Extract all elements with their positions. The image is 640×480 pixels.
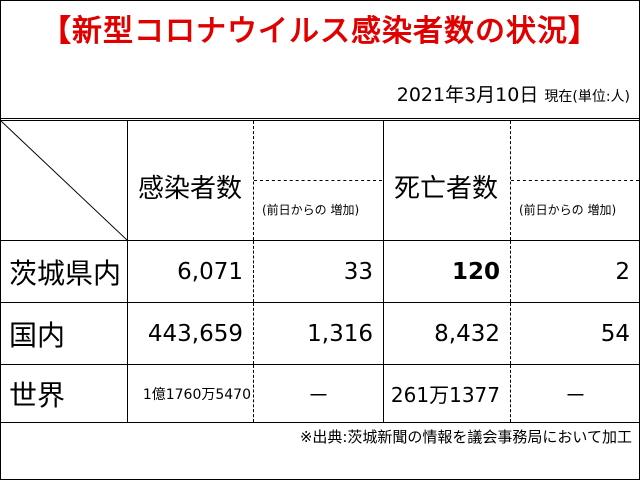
deaths-increase-value: － — [510, 364, 640, 423]
deaths-value: 120 — [383, 240, 511, 303]
infected-value: 443,659 — [127, 302, 254, 365]
infected-header: 感染者数 — [138, 174, 243, 204]
deaths-increase-header: (前日からの 増加) — [519, 203, 617, 217]
row-label: 茨城県内 — [0, 240, 128, 303]
deaths-header-cell: 死亡者数 — [383, 120, 511, 241]
diagonal-line — [1, 121, 127, 240]
stats-table: 感染者数 (前日からの 増加) 死亡者数 (前日からの 増加) 茨城県内 6,0… — [0, 120, 640, 423]
infected-increase-value: 1,316 — [253, 302, 384, 365]
infected-value: 6,071 — [127, 240, 254, 303]
deaths-increase-header-cell: (前日からの 増加) — [510, 120, 640, 241]
deaths-increase-value: 2 — [510, 240, 640, 303]
deaths-header: 死亡者数 — [394, 174, 499, 204]
dashed-top-border — [511, 180, 640, 181]
infected-increase-value: 33 — [253, 240, 384, 303]
dashed-top-border — [254, 180, 383, 181]
infected-header-cell: 感染者数 — [127, 120, 254, 241]
infected-increase-header: (前日からの 増加) — [262, 203, 360, 217]
infected-value: 1億1760万5470 — [127, 364, 254, 423]
header-row: 感染者数 (前日からの 増加) 死亡者数 (前日からの 増加) — [0, 120, 640, 241]
infected-increase-header-cell: (前日からの 増加) — [253, 120, 384, 241]
table-row: 茨城県内 6,071 33 120 2 — [0, 240, 640, 303]
report-date: 2021年3月10日 — [396, 84, 539, 106]
corner-cell — [0, 120, 128, 241]
infected-increase-value: － — [253, 364, 384, 423]
unit-note: 現在(単位:人) — [544, 89, 630, 105]
row-label: 世界 — [0, 364, 128, 423]
deaths-value: 8,432 — [383, 302, 511, 365]
date-row: 2021年3月10日 現在(単位:人) — [397, 80, 630, 107]
source-note: ※出典:茨城新聞の情報を議会事務局において加工 — [299, 428, 632, 446]
row-label: 国内 — [0, 302, 128, 365]
table-row: 国内 443,659 1,316 8,432 54 — [0, 302, 640, 365]
page-title: 【新型コロナウイルス感染者数の状況】 — [41, 14, 599, 49]
table-row: 世界 1億1760万5470 － 261万1377 － — [0, 364, 640, 423]
table-top-rule — [0, 118, 640, 119]
deaths-value: 261万1377 — [383, 364, 511, 423]
deaths-increase-value: 54 — [510, 302, 640, 365]
